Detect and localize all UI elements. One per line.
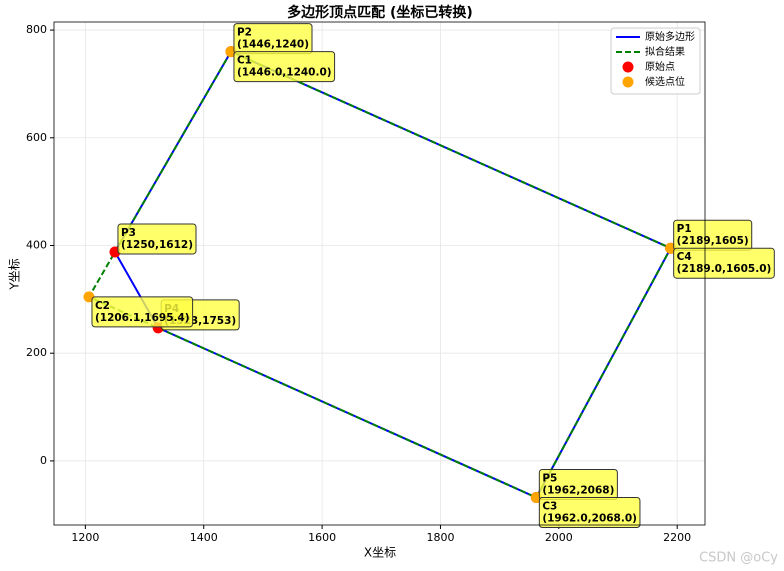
annotation-box [673,247,775,279]
annotation: C1(1446.0,1240.0) [233,51,336,83]
y-tick-label: 400 [26,238,47,251]
x-tick-label: 1800 [426,531,454,544]
x-tick-label: 2000 [545,531,573,544]
legend-label: 候选点位 [645,75,685,88]
y-tick-label: 800 [26,23,47,36]
plot-frame [53,21,706,526]
annotation-coords: (1446.0,1240.0) [237,67,332,79]
x-axis-label: X坐标 [364,546,396,560]
y-tick-label: 200 [26,346,47,359]
x-tick-label: 2200 [663,531,691,544]
annotation-name: P1 [677,223,692,235]
watermark: CSDN @oCy [699,551,778,566]
annotation-coords: (2189.0,1605.0) [677,263,772,275]
annotations: P1(2189,1605)P2(1446,1240)P3(1250,1612)P… [91,23,775,529]
annotation-box [538,497,641,529]
annotation-coords: (1250,1612) [121,239,193,251]
annotation-coords: (1206.1,1695.4) [95,312,190,324]
polygon-line [113,50,673,499]
annotation-name: C1 [237,55,252,67]
annotation-coords: (1962.0,2068.0) [542,513,637,525]
annotation: C3(1962.0,2068.0) [538,497,641,529]
annotation: C4(2189.0,1605.0) [673,247,775,279]
annotation: P1(2189,1605) [673,219,753,251]
x-tick-label: 1400 [190,531,218,544]
annotation-coords: (1446,1240) [237,39,309,51]
legend-frame [610,27,701,95]
annotation-box [117,223,197,255]
annotation-name: C4 [677,251,692,263]
chart-title: 多边形顶点匹配 (坐标已转换) [287,4,473,21]
legend-label: 拟合结果 [645,45,685,58]
legend-label: 原始点 [645,60,675,73]
legend-swatch [622,76,634,88]
annotation: C2(1206.1,1695.4) [91,296,194,328]
annotation-coords: (1962,2068) [542,485,614,497]
annotation-box [91,296,194,328]
legend-label: 原始多边形 [645,30,695,43]
y-axis-label: Y坐标 [8,258,22,290]
annotation-box [233,51,336,83]
annotation-name: P3 [121,227,136,239]
annotation: P2(1446,1240) [233,23,313,55]
annotation: P3(1250,1612) [117,223,197,255]
y-tick-label: 600 [26,131,47,144]
x-tick-label: 1200 [71,531,99,544]
polygon-line [87,50,673,499]
annotation-name: P2 [237,27,252,39]
annotation-name: C3 [542,501,557,513]
x-tick-label: 1600 [308,531,336,544]
annotation: P5(1962,2068) [538,469,618,501]
annotation-name: P5 [542,473,557,485]
annotation-coords: (2189,1605) [677,235,749,247]
annotation-name: C2 [95,300,110,312]
y-tick-label: 0 [40,454,47,467]
legend-swatch [622,61,634,73]
